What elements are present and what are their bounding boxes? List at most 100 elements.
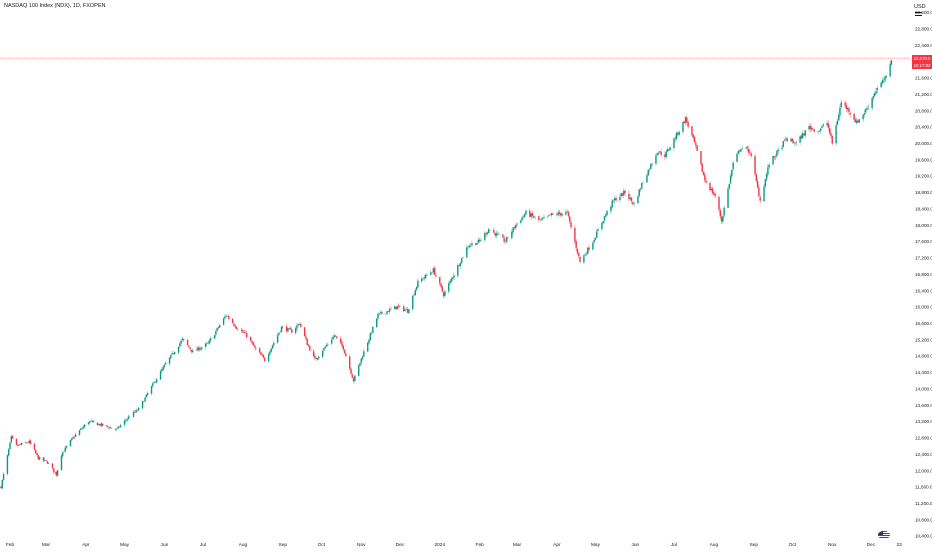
candle[interactable] bbox=[26, 442, 28, 444]
candle[interactable] bbox=[853, 112, 855, 123]
candle[interactable] bbox=[240, 327, 243, 333]
candle[interactable] bbox=[768, 162, 770, 170]
candle[interactable] bbox=[432, 266, 435, 275]
candle[interactable] bbox=[404, 308, 406, 313]
candle[interactable] bbox=[53, 468, 55, 474]
candle[interactable] bbox=[137, 407, 140, 412]
candle[interactable] bbox=[458, 263, 460, 267]
candle[interactable] bbox=[300, 322, 302, 329]
candle[interactable] bbox=[18, 444, 20, 446]
candle[interactable] bbox=[656, 152, 658, 156]
candle[interactable] bbox=[417, 278, 419, 289]
candle[interactable] bbox=[534, 215, 536, 220]
candle[interactable] bbox=[219, 323, 221, 329]
candle[interactable] bbox=[795, 140, 797, 146]
candle[interactable] bbox=[210, 336, 212, 343]
candle[interactable] bbox=[449, 279, 451, 286]
candle[interactable] bbox=[561, 212, 563, 218]
candle[interactable] bbox=[558, 209, 561, 217]
candle[interactable] bbox=[1, 479, 3, 490]
candle[interactable] bbox=[305, 333, 307, 341]
candle[interactable] bbox=[666, 146, 669, 153]
candle[interactable] bbox=[514, 224, 517, 230]
candle[interactable] bbox=[217, 326, 220, 330]
candle[interactable] bbox=[255, 345, 257, 351]
candle[interactable] bbox=[92, 420, 95, 423]
candle[interactable] bbox=[695, 140, 697, 149]
candle[interactable] bbox=[273, 340, 275, 348]
candle[interactable] bbox=[170, 354, 172, 359]
candle[interactable] bbox=[440, 283, 442, 289]
candle[interactable] bbox=[737, 149, 740, 155]
candle[interactable] bbox=[180, 339, 182, 346]
candle[interactable] bbox=[453, 272, 455, 280]
candle[interactable] bbox=[494, 232, 496, 239]
candle[interactable] bbox=[615, 195, 617, 202]
candle[interactable] bbox=[117, 425, 119, 430]
candle[interactable] bbox=[512, 226, 514, 235]
candle[interactable] bbox=[845, 102, 848, 112]
candle[interactable] bbox=[60, 454, 63, 472]
candle[interactable] bbox=[763, 183, 765, 202]
candle[interactable] bbox=[777, 146, 779, 155]
candle[interactable] bbox=[522, 214, 525, 219]
candle[interactable] bbox=[786, 137, 788, 142]
candle[interactable] bbox=[381, 310, 383, 316]
candle[interactable] bbox=[683, 120, 685, 124]
candle[interactable] bbox=[601, 221, 603, 232]
candle[interactable] bbox=[145, 393, 148, 398]
candle[interactable] bbox=[758, 184, 760, 198]
candle[interactable] bbox=[484, 231, 486, 243]
candle[interactable] bbox=[244, 330, 247, 334]
candle[interactable] bbox=[330, 337, 333, 346]
candle[interactable] bbox=[235, 326, 238, 330]
candle[interactable] bbox=[378, 313, 381, 315]
candle[interactable] bbox=[475, 243, 477, 247]
candle[interactable] bbox=[705, 178, 707, 184]
candle[interactable] bbox=[630, 196, 633, 205]
candle[interactable] bbox=[433, 265, 436, 276]
candle[interactable] bbox=[226, 315, 229, 317]
candle[interactable] bbox=[297, 323, 299, 328]
candle[interactable] bbox=[231, 317, 234, 324]
candle[interactable] bbox=[639, 187, 642, 192]
candle[interactable] bbox=[303, 326, 306, 337]
candle[interactable] bbox=[44, 458, 46, 463]
candle[interactable] bbox=[587, 247, 589, 255]
candle[interactable] bbox=[36, 452, 38, 457]
candle[interactable] bbox=[710, 187, 712, 191]
candle[interactable] bbox=[324, 345, 326, 349]
candle[interactable] bbox=[469, 243, 472, 248]
candle[interactable] bbox=[864, 108, 867, 114]
candle[interactable] bbox=[197, 345, 199, 352]
candle[interactable] bbox=[258, 346, 261, 354]
candle[interactable] bbox=[846, 107, 849, 113]
candle[interactable] bbox=[569, 215, 571, 225]
candle[interactable] bbox=[774, 154, 777, 161]
candle[interactable] bbox=[732, 161, 734, 172]
candle[interactable] bbox=[306, 337, 308, 346]
candle[interactable] bbox=[552, 212, 554, 215]
candle[interactable] bbox=[42, 456, 45, 463]
candle[interactable] bbox=[65, 445, 68, 450]
candle[interactable] bbox=[412, 294, 414, 312]
candle[interactable] bbox=[489, 229, 491, 231]
candle[interactable] bbox=[692, 133, 694, 141]
candle[interactable] bbox=[881, 77, 884, 86]
candle[interactable] bbox=[727, 186, 729, 209]
candle[interactable] bbox=[723, 205, 725, 218]
candle[interactable] bbox=[260, 351, 262, 355]
candle[interactable] bbox=[570, 220, 572, 230]
candle[interactable] bbox=[312, 349, 315, 358]
candle[interactable] bbox=[480, 237, 482, 243]
candle[interactable] bbox=[0, 485, 2, 489]
candle[interactable] bbox=[390, 306, 392, 310]
candle[interactable] bbox=[370, 331, 373, 335]
candle[interactable] bbox=[633, 201, 635, 207]
candle[interactable] bbox=[460, 257, 463, 265]
candle[interactable] bbox=[504, 239, 507, 244]
candle[interactable] bbox=[810, 126, 813, 131]
candle[interactable] bbox=[682, 121, 684, 135]
candle[interactable] bbox=[280, 325, 283, 333]
candle[interactable] bbox=[423, 275, 426, 282]
